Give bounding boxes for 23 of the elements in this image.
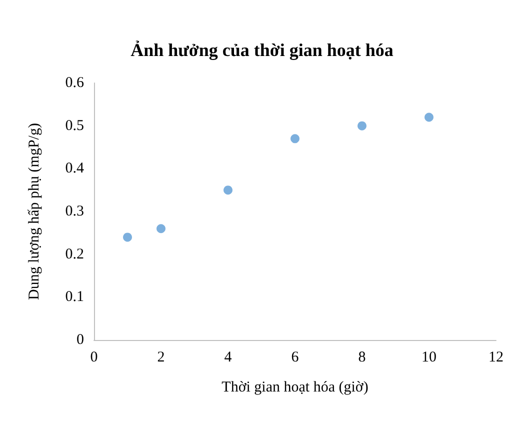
y-tick-label: 0	[76, 332, 84, 348]
x-tick-label: 4	[224, 350, 232, 366]
x-tick-label: 10	[422, 350, 436, 366]
x-tick-label: 0	[90, 350, 98, 366]
y-tick-label: 0.4	[65, 160, 84, 177]
y-tick-label: 0.1	[65, 289, 84, 306]
chart-title: Ảnh hưởng của thời gian hoạt hóa	[130, 40, 394, 60]
point	[358, 121, 366, 130]
point	[156, 224, 166, 234]
y-tick-label: 0.2	[65, 246, 84, 262]
y-tick-label: 0.5	[65, 118, 84, 134]
point	[424, 112, 434, 122]
x-tick-label: 12	[488, 350, 504, 366]
x-tick-label: 2	[157, 350, 165, 366]
y-tick-label: 0.6	[65, 75, 84, 91]
x-tick-label: 6	[291, 350, 300, 366]
x-axis-title: Thời gian hoạt hóa (giờ)	[222, 380, 368, 396]
point	[123, 232, 132, 242]
y-tick-label: 0.3	[65, 204, 84, 220]
point	[290, 134, 300, 144]
x-tick-label: 8	[358, 350, 366, 366]
y-axis-title: Dung lượng hấp phụ (mgP/g)	[26, 123, 42, 300]
point	[224, 186, 232, 195]
